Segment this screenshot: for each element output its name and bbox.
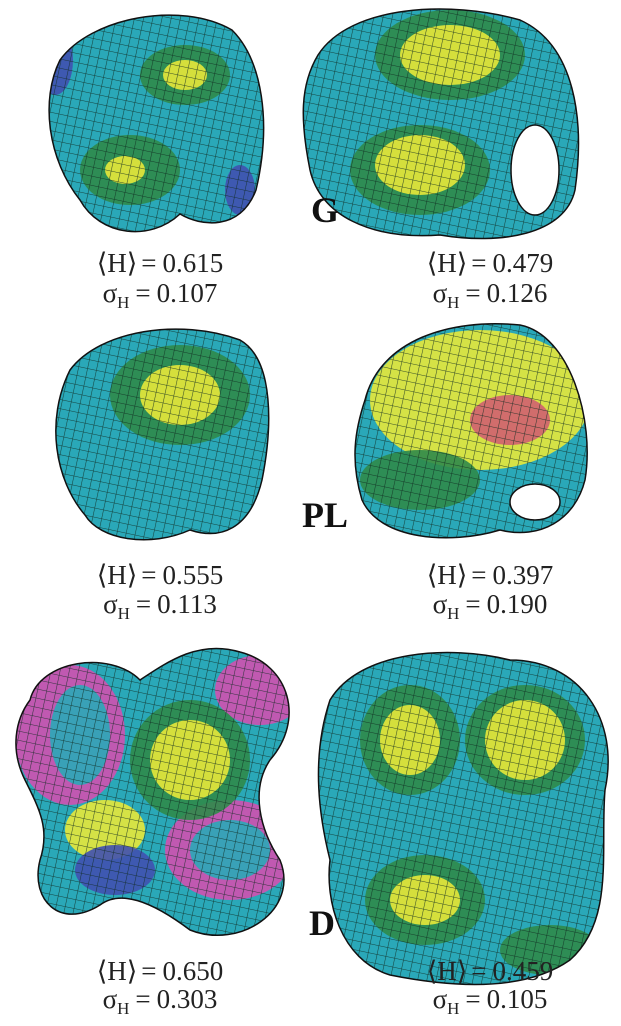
sigma-subscript: H bbox=[447, 293, 459, 312]
sigma-value: 0.303 bbox=[157, 984, 218, 1014]
surface bbox=[318, 653, 608, 985]
sigma-subscript: H bbox=[117, 999, 129, 1018]
structure-label: PL bbox=[302, 495, 348, 535]
mean-curvature: ⟨H⟩=0.397 bbox=[427, 560, 554, 590]
equals-sign: = bbox=[471, 956, 486, 986]
mean-curvature: ⟨H⟩=0.479 bbox=[427, 248, 554, 278]
sigma-subscript: H bbox=[118, 604, 130, 623]
surface-hole bbox=[510, 484, 560, 520]
equals-sign: = bbox=[141, 956, 156, 986]
sigma-subscript: H bbox=[447, 604, 459, 623]
surface-mesh bbox=[56, 329, 269, 540]
sigma-symbol: σ bbox=[103, 278, 118, 308]
structure-label: G bbox=[311, 190, 339, 230]
surface-mesh bbox=[318, 653, 608, 985]
mean-curvature: ⟨H⟩=0.650 bbox=[97, 956, 224, 986]
equals-sign: = bbox=[135, 984, 150, 1014]
surface-hole bbox=[511, 125, 559, 215]
equals-sign: = bbox=[471, 560, 486, 590]
mean-symbol: ⟨H⟩ bbox=[97, 248, 138, 278]
sigma-value: 0.190 bbox=[487, 589, 548, 619]
mean-symbol: ⟨H⟩ bbox=[97, 956, 138, 986]
curvature-std: σH =0.107 bbox=[103, 278, 218, 312]
equals-sign: = bbox=[141, 248, 156, 278]
surface bbox=[15, 648, 305, 935]
surface-mesh bbox=[16, 648, 289, 935]
equals-sign: = bbox=[136, 589, 151, 619]
figure: G⟨H⟩=0.615σH=0.107⟨H⟩=0.479σH=0.126PL⟨H⟩… bbox=[0, 0, 621, 1026]
mean-value: 0.459 bbox=[493, 956, 554, 986]
curvature-std: σH =0.105 bbox=[433, 984, 548, 1018]
sigma-value: 0.105 bbox=[487, 984, 548, 1014]
curvature-std: σH =0.126 bbox=[433, 278, 548, 312]
surface-mesh bbox=[49, 15, 263, 231]
equals-sign: = bbox=[465, 984, 480, 1014]
sigma-symbol: σ bbox=[103, 589, 118, 619]
mean-value: 0.479 bbox=[493, 248, 554, 278]
mean-value: 0.650 bbox=[163, 956, 224, 986]
mean-symbol: ⟨H⟩ bbox=[427, 560, 468, 590]
curvature-std: σH =0.303 bbox=[103, 984, 218, 1018]
structure-label: D bbox=[309, 903, 335, 943]
sigma-value: 0.107 bbox=[157, 278, 218, 308]
sigma-value: 0.126 bbox=[487, 278, 548, 308]
sigma-symbol: σ bbox=[433, 589, 448, 619]
mean-symbol: ⟨H⟩ bbox=[97, 560, 138, 590]
surface bbox=[56, 329, 269, 540]
mean-value: 0.555 bbox=[163, 560, 224, 590]
equals-sign: = bbox=[465, 589, 480, 619]
curvature-std: σH =0.190 bbox=[433, 589, 548, 623]
equals-sign: = bbox=[465, 278, 480, 308]
equals-sign: = bbox=[141, 560, 156, 590]
mean-symbol: ⟨H⟩ bbox=[427, 248, 468, 278]
mean-curvature: ⟨H⟩=0.615 bbox=[97, 248, 224, 278]
sigma-subscript: H bbox=[117, 293, 129, 312]
sigma-value: 0.113 bbox=[157, 589, 217, 619]
mean-value: 0.397 bbox=[493, 560, 554, 590]
curvature-std: σH =0.113 bbox=[103, 589, 217, 623]
sigma-symbol: σ bbox=[433, 984, 448, 1014]
mean-value: 0.615 bbox=[163, 248, 224, 278]
sigma-subscript: H bbox=[447, 999, 459, 1018]
mean-symbol: ⟨H⟩ bbox=[427, 956, 468, 986]
equals-sign: = bbox=[471, 248, 486, 278]
sigma-symbol: σ bbox=[103, 984, 118, 1014]
equals-sign: = bbox=[135, 278, 150, 308]
mean-curvature: ⟨H⟩=0.555 bbox=[97, 560, 224, 590]
sigma-symbol: σ bbox=[433, 278, 448, 308]
